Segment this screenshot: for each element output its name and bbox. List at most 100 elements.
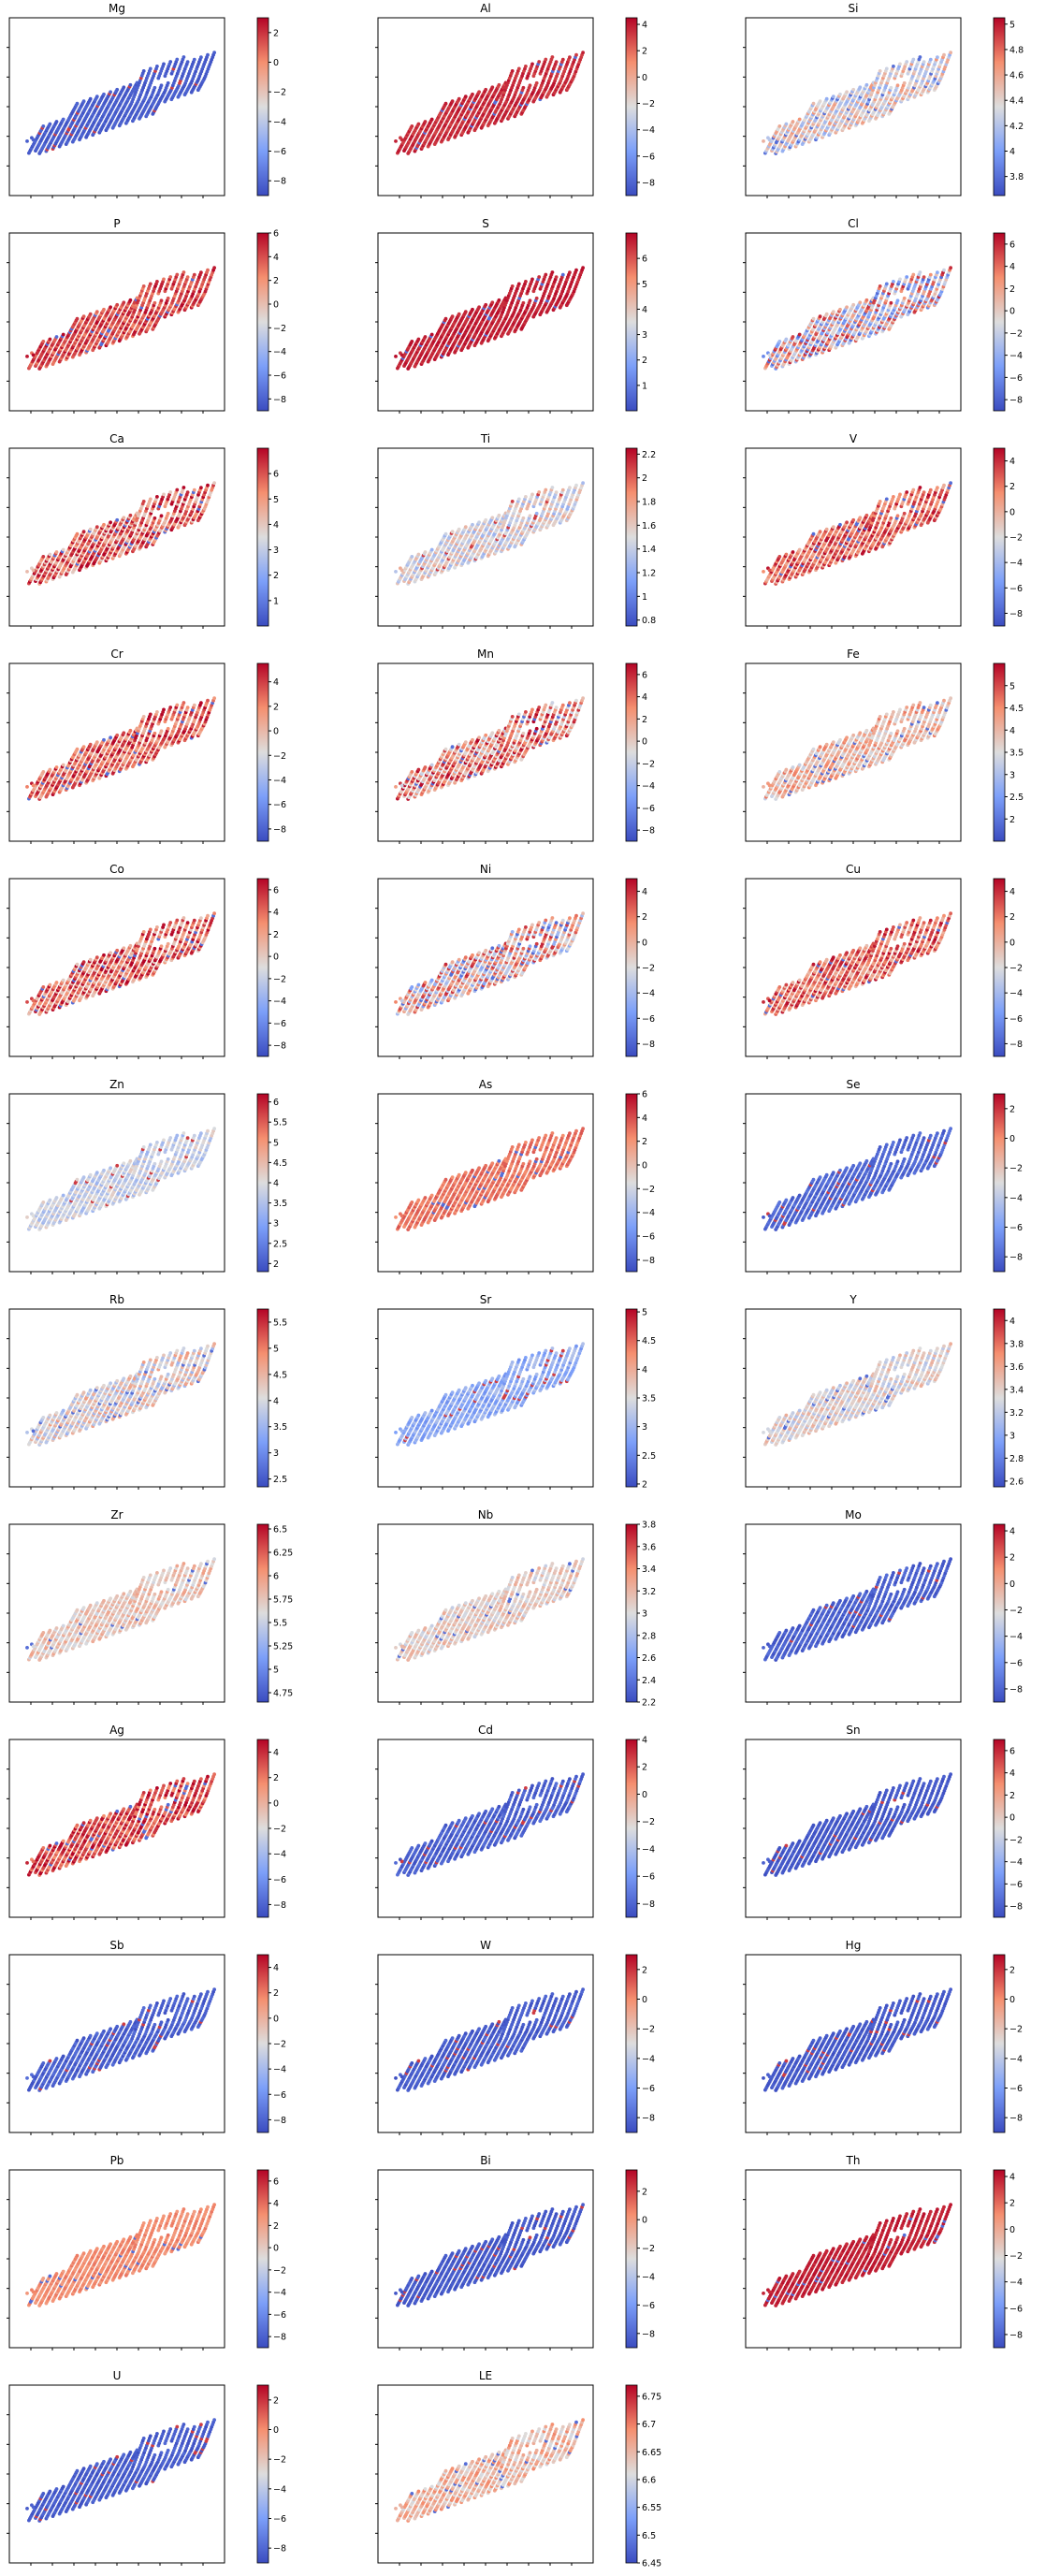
scatter-point bbox=[430, 333, 434, 337]
scatter-point bbox=[885, 283, 889, 286]
scatter-point bbox=[529, 83, 532, 87]
scatter-point bbox=[551, 270, 555, 274]
scatter-point bbox=[768, 138, 772, 142]
scatter-point bbox=[89, 528, 93, 531]
scatter-point bbox=[424, 550, 428, 554]
scatter-point bbox=[175, 488, 179, 492]
scatter-point bbox=[89, 313, 93, 316]
scatter-point bbox=[49, 123, 52, 126]
scatter-point bbox=[490, 85, 494, 89]
scatter-point bbox=[41, 555, 45, 559]
scatter-point bbox=[451, 314, 455, 318]
scatter-point bbox=[464, 310, 468, 313]
scatter-point bbox=[885, 67, 889, 71]
scatter-point bbox=[484, 518, 487, 522]
scatter-point bbox=[568, 270, 572, 274]
scatter-point bbox=[162, 493, 166, 497]
scatter-point bbox=[206, 269, 210, 272]
scatter-point bbox=[838, 93, 842, 96]
scatter-point bbox=[825, 313, 829, 316]
scatter-point bbox=[762, 355, 765, 358]
axes-frame bbox=[746, 233, 961, 411]
colorbar-tick-label: 6 bbox=[1009, 240, 1015, 250]
scatter-point bbox=[896, 83, 900, 87]
colorbar-tick-label: −4 bbox=[273, 117, 286, 127]
scatter-point bbox=[555, 60, 559, 64]
colorbar-tick-label: 3 bbox=[642, 330, 647, 341]
colorbar-tick-label: −6 bbox=[1009, 373, 1023, 384]
colorbar bbox=[994, 18, 1005, 196]
subplot-title: Si bbox=[849, 2, 859, 15]
scatter-point bbox=[142, 284, 146, 288]
colorbar bbox=[626, 18, 637, 196]
axes-frame bbox=[9, 448, 225, 626]
scatter-point bbox=[477, 90, 481, 94]
scatter-point bbox=[524, 65, 528, 68]
scatter-point bbox=[167, 297, 170, 300]
scatter-point bbox=[444, 317, 448, 321]
subplot-title: Al bbox=[480, 2, 491, 15]
scatter-point bbox=[142, 69, 146, 73]
scatter-point bbox=[400, 138, 404, 142]
scatter-point bbox=[777, 340, 781, 343]
colorbar-tick-label: 0 bbox=[273, 300, 279, 311]
scatter-point bbox=[417, 553, 421, 557]
scatter-point bbox=[522, 86, 526, 90]
scatter-point bbox=[168, 60, 172, 64]
scatter-point bbox=[394, 355, 398, 358]
colorbar-tick-label: 5 bbox=[273, 495, 279, 505]
colorbar-tick-label: 4 bbox=[1009, 147, 1015, 157]
colorbar-tick-label: 4.8 bbox=[1009, 45, 1024, 55]
scatter-point bbox=[115, 88, 119, 92]
scatter-point bbox=[186, 60, 190, 64]
scatter-point bbox=[511, 284, 515, 288]
scatter-point bbox=[798, 333, 802, 337]
scatter-point bbox=[819, 99, 822, 103]
scatter-point bbox=[186, 275, 190, 279]
scatter-point bbox=[162, 278, 166, 282]
scatter-point bbox=[199, 270, 203, 274]
scatter-point bbox=[490, 516, 494, 519]
scatter-point bbox=[858, 300, 862, 304]
scatter-point bbox=[878, 284, 882, 288]
scatter-point bbox=[155, 65, 159, 68]
colorbar-tick-label: 5 bbox=[1009, 20, 1015, 30]
scatter-point bbox=[858, 85, 862, 89]
scatter-point bbox=[102, 93, 106, 96]
scatter-point bbox=[55, 335, 59, 339]
colorbar bbox=[257, 448, 269, 626]
colorbar-tick-label: 4.6 bbox=[1009, 71, 1024, 81]
scatter-point bbox=[896, 298, 900, 302]
colorbar-tick-label: 4 bbox=[273, 520, 279, 531]
colorbar bbox=[257, 233, 269, 411]
scatter-point bbox=[544, 273, 547, 277]
scatter-point bbox=[168, 275, 172, 279]
scatter-point bbox=[838, 308, 842, 312]
scatter-point bbox=[193, 273, 196, 277]
colorbar-tick-label: −2 bbox=[273, 324, 286, 334]
colorbar bbox=[626, 233, 637, 411]
colorbar-tick-label: 0 bbox=[1009, 307, 1015, 317]
scatter-point bbox=[892, 65, 895, 68]
colorbar-tick-label: −4 bbox=[273, 347, 286, 357]
scatter-point bbox=[95, 95, 99, 98]
axes-frame bbox=[9, 18, 225, 196]
subplot-si: Si3.844.24.44.64.85 bbox=[743, 2, 1024, 198]
subplot-title: S bbox=[482, 217, 489, 230]
scatter-point bbox=[182, 486, 186, 489]
scatter-point bbox=[212, 266, 216, 269]
scatter-point bbox=[25, 355, 29, 358]
colorbar-tick-label: −6 bbox=[273, 147, 286, 157]
subplot-title: Cl bbox=[848, 217, 859, 230]
scatter-point bbox=[555, 275, 559, 279]
scatter-point bbox=[777, 124, 781, 128]
scatter-point bbox=[490, 300, 494, 304]
scatter-point bbox=[471, 93, 474, 96]
scatter-point bbox=[561, 273, 565, 277]
colorbar-tick-label: 2 bbox=[642, 47, 647, 57]
scatter-point bbox=[25, 139, 29, 143]
scatter-point bbox=[544, 58, 547, 62]
scatter-point bbox=[122, 85, 125, 89]
scatter-point bbox=[457, 97, 461, 101]
